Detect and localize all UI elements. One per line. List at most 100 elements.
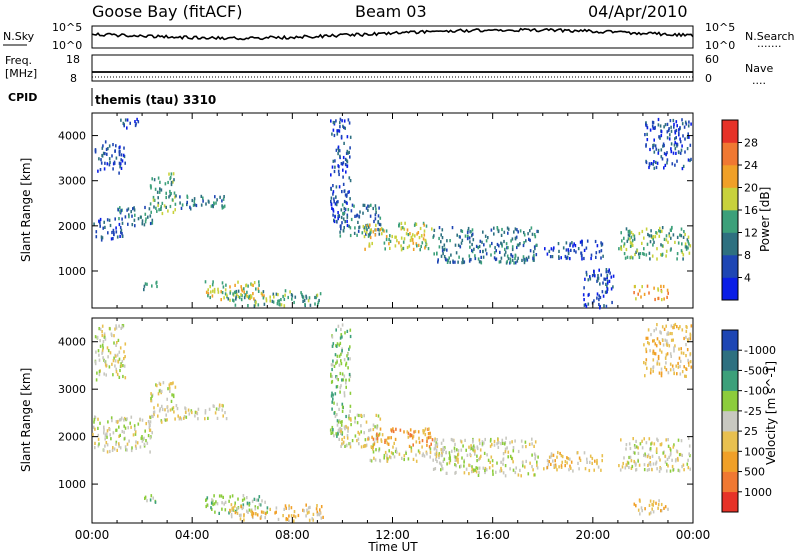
echo-cell (468, 472, 470, 476)
echo-cell (469, 447, 472, 451)
echo-cell (633, 291, 635, 295)
echo-cell (653, 240, 655, 244)
echo-cell (275, 506, 278, 510)
echo-cell (623, 252, 626, 256)
echo-cell (447, 259, 449, 263)
echo-cell (479, 448, 482, 452)
echo-cell (652, 146, 654, 150)
echo-cell (94, 148, 97, 152)
echo-cell (237, 497, 239, 501)
echo-cell (666, 469, 668, 473)
echo-cell (210, 290, 212, 294)
echo-cell (684, 374, 686, 378)
echo-cell (630, 230, 633, 235)
echo-cell (434, 452, 436, 456)
echo-cell (332, 359, 334, 363)
echo-cell (120, 362, 122, 366)
echo-cell (423, 454, 426, 458)
echo-cell (167, 409, 169, 413)
echo-cell (169, 204, 172, 209)
echo-cell (346, 436, 349, 440)
echo-cell (332, 207, 334, 212)
echo-cell (345, 194, 348, 198)
echo-cell (637, 459, 639, 463)
echo-cell (491, 459, 494, 463)
echo-cell (158, 381, 161, 385)
echo-cell (118, 153, 121, 157)
echo-cell (96, 371, 98, 375)
echo-cell (405, 232, 408, 236)
echo-cell (637, 508, 640, 512)
echo-cell (643, 437, 645, 441)
echo-cell (663, 297, 665, 301)
echo-cell (511, 258, 514, 262)
echo-cell (349, 391, 352, 395)
echo-region (94, 140, 126, 175)
echo-cell (631, 241, 633, 245)
echo-cell (422, 237, 425, 241)
echo-region (643, 322, 693, 378)
echo-cell (452, 439, 455, 443)
echo-cell (658, 234, 661, 238)
echo-cell (297, 513, 300, 518)
echo-cell (548, 460, 550, 464)
echo-cell (118, 444, 120, 448)
echo-cell (390, 456, 392, 460)
echo-region (117, 205, 154, 228)
echo-cell (214, 510, 216, 514)
y-tick-label: 1000 (58, 478, 86, 491)
echo-cell (442, 438, 445, 442)
echo-cell (584, 277, 586, 281)
echo-cell (656, 360, 659, 364)
echo-cell (653, 339, 655, 343)
echo-cell (605, 282, 607, 286)
echo-cell (172, 393, 175, 397)
echo-cell (341, 437, 343, 442)
echo-cell (341, 119, 343, 123)
echo-cell (653, 138, 655, 142)
echo-cell (688, 242, 690, 246)
echo-cell (667, 444, 670, 448)
echo-cell (255, 512, 257, 516)
echo-cell (116, 420, 119, 424)
echo-cell (681, 167, 684, 171)
echo-cell (680, 249, 683, 253)
echo-cell (242, 503, 245, 507)
echo-cell (502, 471, 505, 475)
echo-cell (383, 229, 385, 233)
echo-cell (185, 415, 188, 419)
echo-cell (356, 233, 358, 237)
echo-cell (106, 450, 109, 454)
echo-cell (386, 441, 388, 445)
echo-cell (106, 152, 108, 156)
echo-cell (153, 178, 156, 182)
echo-cell (137, 217, 140, 221)
echo-cell (484, 470, 486, 475)
echo-cell (343, 358, 346, 362)
echo-cell (186, 195, 189, 199)
echo-cell (118, 375, 121, 379)
echo-cell (689, 244, 692, 248)
echo-cell (456, 233, 458, 237)
echo-cell (379, 427, 382, 431)
echo-cell (356, 413, 359, 417)
echo-cell (347, 426, 349, 430)
echo-cell (643, 252, 645, 256)
echo-cell (234, 291, 237, 295)
colorbar-swatch (722, 471, 738, 493)
echo-cell (472, 444, 475, 448)
echo-cell (177, 414, 179, 418)
echo-cell (348, 414, 350, 418)
echo-cell (643, 236, 645, 240)
echo-cell (400, 248, 403, 252)
echo-cell (111, 419, 113, 423)
echo-cell (681, 453, 683, 457)
echo-cell (523, 231, 525, 235)
echo-cell (134, 213, 136, 217)
echo-cell (663, 166, 665, 170)
echo-cell (577, 247, 580, 251)
echo-cell (652, 162, 654, 166)
echo-cell (215, 500, 217, 504)
echo-cell (495, 249, 497, 253)
